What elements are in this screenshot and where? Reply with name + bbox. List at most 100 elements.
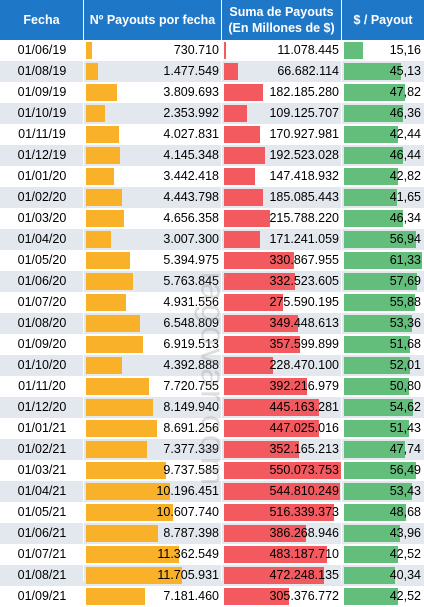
header-suma-line2: (En Millones de $) <box>228 21 335 35</box>
payouts-value: 4.656.358 <box>163 211 219 225</box>
suma-bar <box>224 504 334 521</box>
table-row: 01/10/20 4.392.888 228.470.100 52,01 <box>0 355 424 376</box>
date-cell: 01/07/20 <box>17 295 67 309</box>
ratio-bar <box>344 504 406 521</box>
payouts-bar <box>86 441 147 458</box>
payouts-value: 730.710 <box>173 43 219 57</box>
payouts-bar <box>86 84 118 101</box>
suma-bar <box>224 252 295 269</box>
payouts-bar <box>86 567 182 584</box>
table-row: 01/05/20 5.394.975 330.867.955 61,33 <box>0 250 424 271</box>
ratio-value: 40,34 <box>389 568 421 582</box>
suma-value: 182.185.280 <box>269 85 339 99</box>
payouts-value: 3.007.300 <box>163 232 219 246</box>
ratio-value: 56,94 <box>389 232 421 246</box>
payouts-bar <box>86 462 166 479</box>
suma-bar <box>224 420 320 437</box>
ratio-value: 51,43 <box>389 421 421 435</box>
ratio-bar <box>344 231 417 248</box>
header-fecha-label: Fecha <box>23 13 60 27</box>
suma-bar <box>224 567 325 584</box>
ratio-value: 46,44 <box>389 148 421 162</box>
header-payouts-label: Nº Payouts por fecha <box>89 13 216 27</box>
ratio-value: 53,36 <box>389 316 421 330</box>
suma-value: 357.599.899 <box>269 337 339 351</box>
date-cell: 01/08/19 <box>17 64 67 78</box>
suma-bar <box>224 63 239 80</box>
watermark-text: iagovar.com <box>193 271 232 489</box>
ratio-value: 52,01 <box>389 358 421 372</box>
suma-value: 11.078.445 <box>277 43 339 57</box>
ratio-bar <box>344 567 396 584</box>
payouts-value: 6.548.809 <box>163 316 219 330</box>
suma-value: 147.418.932 <box>269 169 339 183</box>
date-cell: 01/07/21 <box>17 547 67 561</box>
header-fecha: Fecha <box>0 0 84 40</box>
ratio-bar <box>344 378 409 395</box>
suma-value: 349.448.613 <box>269 316 339 330</box>
table-row: 01/01/21 8.691.256 447.025.016 51,43 <box>0 418 424 439</box>
ratio-value: 61,33 <box>389 253 421 267</box>
suma-bar <box>224 210 270 227</box>
ratio-value: 47,82 <box>389 85 421 99</box>
table-row: 01/09/19 3.809.693 182.185.280 47,82 <box>0 82 424 103</box>
payouts-bar <box>86 315 140 332</box>
ratio-bar <box>344 84 405 101</box>
suma-bar <box>224 378 308 395</box>
date-cell: 01/06/20 <box>17 274 67 288</box>
date-cell: 01/08/21 <box>17 568 67 582</box>
payouts-value: 3.809.693 <box>163 85 219 99</box>
ratio-value: 42,52 <box>389 547 421 561</box>
payouts-bar <box>86 252 131 269</box>
date-cell: 01/12/19 <box>17 148 67 162</box>
ratio-bar <box>344 420 410 437</box>
suma-bar <box>224 84 263 101</box>
payouts-value: 1.477.549 <box>163 64 219 78</box>
payouts-value: 8.787.398 <box>163 526 219 540</box>
ratio-value: 42,44 <box>389 127 421 141</box>
suma-bar <box>224 336 301 353</box>
suma-value: 386.268.946 <box>269 526 339 540</box>
table-row: 01/06/19 730.710 11.078.445 15,16 <box>0 40 424 61</box>
suma-bar <box>224 462 341 479</box>
suma-value: 109.125.707 <box>269 106 339 120</box>
payouts-value: 4.931.556 <box>163 295 219 309</box>
ratio-value: 45,13 <box>389 64 421 78</box>
payouts-value: 3.442.418 <box>163 169 219 183</box>
payouts-bar <box>86 105 106 122</box>
ratio-value: 41,65 <box>389 190 421 204</box>
date-cell: 01/05/20 <box>17 253 67 267</box>
suma-bar <box>224 42 227 59</box>
header-suma: Suma de Payouts (En Millones de $) <box>222 0 342 40</box>
column-separator <box>83 0 84 581</box>
payouts-value: 4.145.348 <box>163 148 219 162</box>
ratio-value: 50,80 <box>389 379 421 393</box>
date-cell: 01/05/21 <box>17 505 67 519</box>
ratio-value: 54,62 <box>389 400 421 414</box>
payouts-bar <box>86 399 153 416</box>
payouts-bar <box>86 546 180 563</box>
suma-value: 228.470.100 <box>269 358 339 372</box>
payouts-value: 7.181.460 <box>163 589 219 603</box>
suma-value: 516.339.373 <box>269 505 339 519</box>
table-row: 01/06/20 5.763.845 332.523.605 57,69 <box>0 271 424 292</box>
suma-value: 330.867.955 <box>269 253 339 267</box>
payouts-bar <box>86 231 111 248</box>
payouts-value: 6.919.513 <box>163 337 219 351</box>
payouts-bar <box>86 147 120 164</box>
payouts-value: 10.607.740 <box>156 505 219 519</box>
payouts-value: 4.027.831 <box>163 127 219 141</box>
ratio-bar <box>344 462 416 479</box>
header-payouts: Nº Payouts por fecha <box>84 0 222 40</box>
suma-bar <box>224 315 299 332</box>
suma-value: 275.590.195 <box>269 295 339 309</box>
suma-bar <box>224 483 340 500</box>
column-separator <box>341 0 342 581</box>
payouts-value: 2.353.992 <box>163 106 219 120</box>
suma-bar <box>224 546 327 563</box>
table-row: 01/09/20 6.919.513 357.599.899 51,68 <box>0 334 424 355</box>
ratio-value: 42,82 <box>389 169 421 183</box>
payouts-value: 8.149.940 <box>163 400 219 414</box>
ratio-bar <box>344 42 364 59</box>
